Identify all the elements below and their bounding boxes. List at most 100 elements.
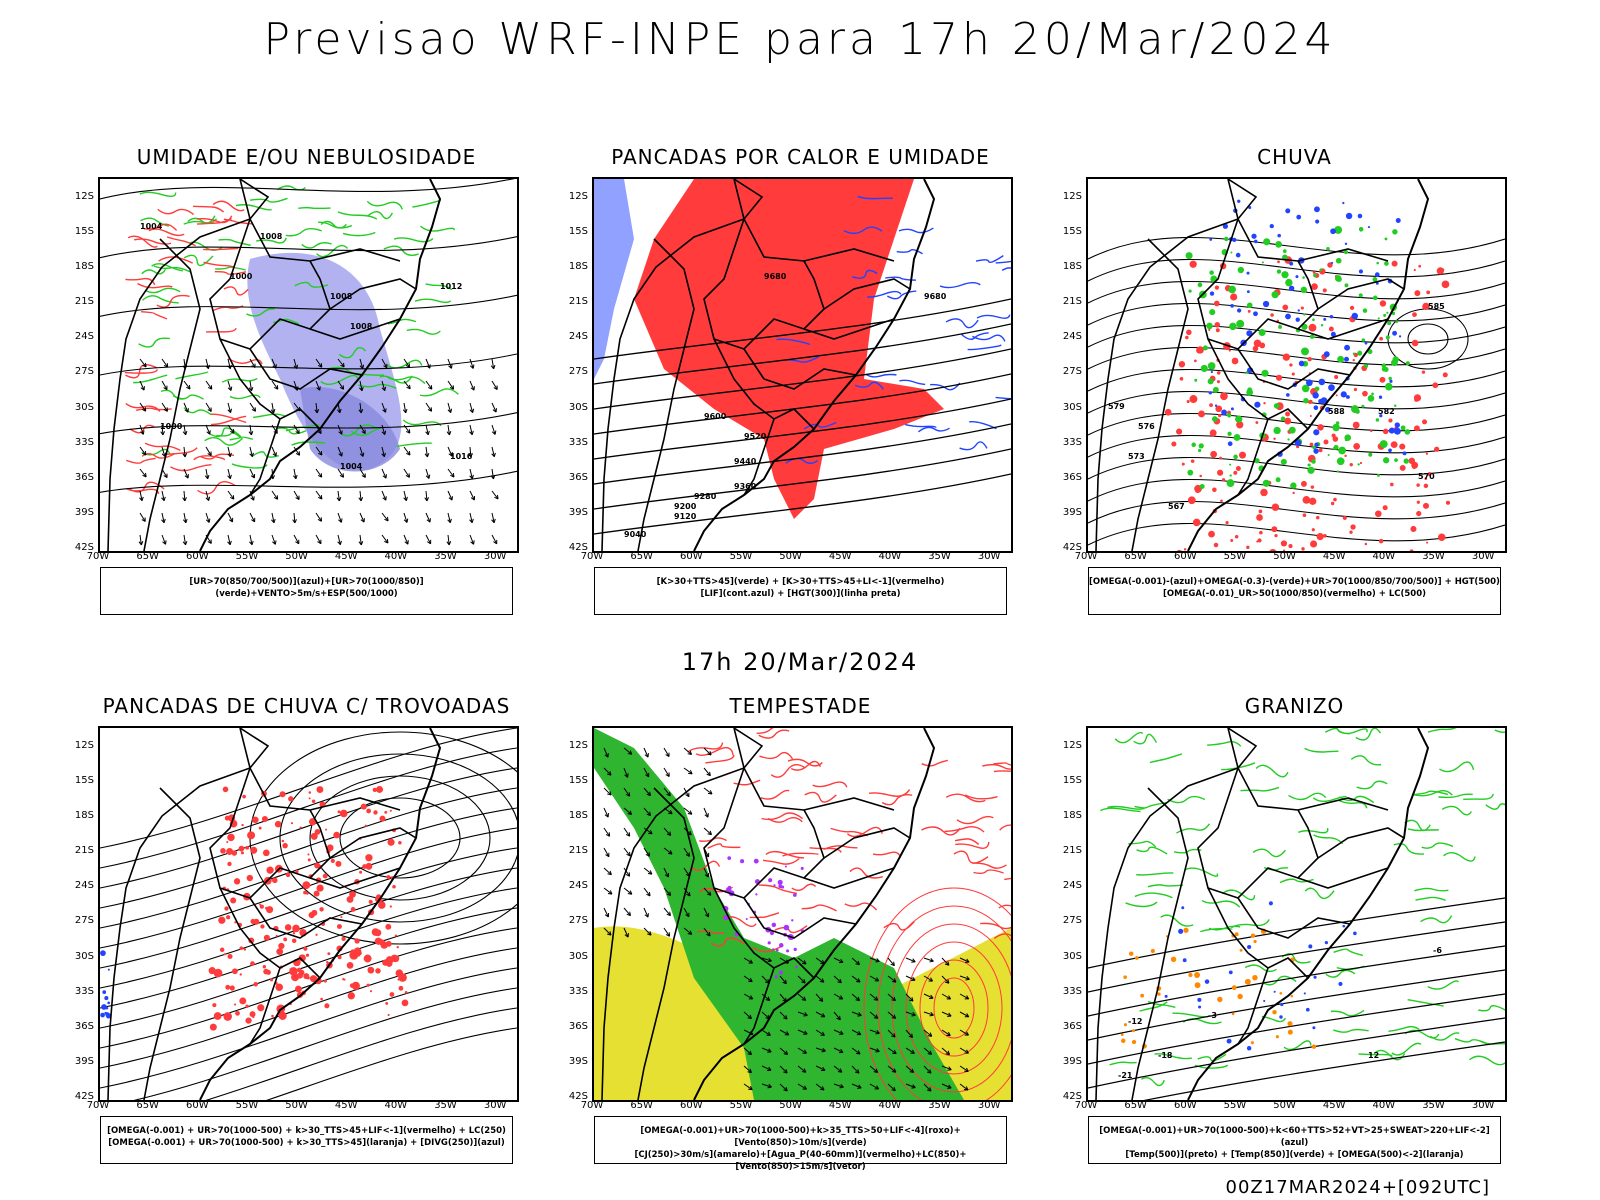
lon-tick-label: 55W (1223, 551, 1247, 562)
legend-line: [OMEGA(-0.001) + UR>70(1000-500) + k>30_… (107, 1126, 506, 1136)
lat-tick-label: 24S (1062, 880, 1082, 892)
lat-tick-label: 18S (568, 261, 588, 273)
lon-tick-label: 30W (977, 1100, 1001, 1111)
contour-label: 1008 (330, 292, 353, 301)
lat-tick-label: 18S (74, 261, 94, 273)
lat-tick-label: 24S (1062, 331, 1082, 343)
lat-tick-label: 27S (1062, 366, 1082, 378)
legend-line: [CJ(250)>30m/s](amarelo)+[Agua_P(40-60mm… (634, 1150, 967, 1172)
lat-tick-label: 24S (568, 331, 588, 343)
lat-tick-label: 36S (1062, 471, 1082, 483)
page-title: Previsao WRF-INPE para 17h 20/Mar/2024 (263, 14, 1337, 65)
lon-tick-label: 60W (679, 1100, 703, 1111)
contour-label: 1000 (230, 272, 253, 281)
lon-tick-label: 55W (235, 1100, 259, 1111)
lon-tick-label: 30W (1471, 1100, 1495, 1111)
lon-tick-label: 50W (779, 551, 802, 562)
lat-tick-label: 33S (74, 985, 94, 997)
panel-legend: [K>30+TTS>45](verde) + [K>30+TTS>45+LI<-… (594, 567, 1007, 615)
lat-tick-label: 21S (568, 845, 588, 857)
lat-tick-label: 18S (1062, 261, 1082, 273)
lon-tick-label: 35W (434, 1100, 457, 1111)
map-canvas (100, 728, 517, 1100)
lon-tick-label: 40W (384, 1100, 408, 1111)
lat-tick-label: 12S (568, 740, 588, 751)
lon-tick-label: 55W (1223, 1100, 1247, 1111)
lat-tick-label: 39S (568, 506, 588, 518)
panel-title: UMIDADE E/OU NEBULOSIDADE (136, 145, 477, 169)
panel-title: GRANIZO (1244, 694, 1345, 718)
lat-tick-label: 36S (74, 471, 94, 483)
lon-tick-label: 35W (928, 1100, 951, 1111)
lat-tick-label: 18S (74, 810, 94, 822)
lon-tick-label: 65W (1124, 1100, 1147, 1111)
lon-tick-label: 65W (630, 551, 653, 562)
forecast-map: 9680 9600 9520 9440 9360 9280 9200 9120 9040 9680 (592, 177, 1013, 553)
lon-tick-label: 50W (1273, 551, 1296, 562)
lon-tick-label: 40W (1372, 551, 1396, 562)
contour-label: 576 (1138, 422, 1155, 431)
lat-tick-label: 39S (1062, 506, 1082, 518)
lat-tick-label: 15S (74, 226, 94, 238)
lat-tick-label: 30S (568, 401, 588, 413)
lon-tick-label: 65W (136, 551, 159, 562)
lat-tick-label: 33S (1062, 985, 1082, 997)
panel-legend: [OMEGA(-0.001)-(azul)+OMEGA(-0.3)-(verde… (1088, 567, 1501, 615)
contour-label: 9040 (624, 530, 647, 539)
lat-tick-label: 18S (1062, 810, 1082, 822)
contour-label: 9680 (764, 272, 787, 281)
lat-tick-label: 36S (1062, 1020, 1082, 1032)
lat-tick-label: 12S (74, 740, 94, 751)
legend-line: [OMEGA(-0.001)+UR>70(1000-500)+k>35_TTS>… (640, 1126, 961, 1148)
lat-tick-label: 30S (1062, 401, 1082, 413)
lon-tick-label: 50W (1273, 1100, 1296, 1111)
panel-title: PANCADAS POR CALOR E UMIDADE (611, 145, 990, 169)
contour-label: 9520 (744, 432, 767, 441)
lat-tick-label: 36S (568, 1020, 588, 1032)
map-canvas: 585 579 576 573 570 567 582 588 (1088, 179, 1505, 551)
legend-line: [LIF](cont.azul) + [HGT(300)](linha pret… (700, 589, 901, 599)
lat-tick-label: 24S (74, 331, 94, 343)
lon-tick-label: 45W (1322, 551, 1346, 562)
contour-label: 9120 (674, 512, 697, 521)
panel-title: CHUVA (1257, 145, 1332, 169)
lon-tick-label: 35W (1422, 551, 1445, 562)
forecast-map: 1004 1008 1008 1008 1000 1012 1016 1004 1000 (98, 177, 519, 553)
lat-tick-label: 21S (74, 296, 94, 308)
forecast-map: -6 -12 -18 -21 12 -3 (1086, 726, 1507, 1102)
lat-tick-label: 15S (1062, 226, 1082, 238)
lat-tick-label: 21S (568, 296, 588, 308)
map-canvas: 1004 1008 1008 1008 1000 1012 1016 1004 1000 (100, 179, 517, 551)
contour-label: 1012 (440, 282, 462, 291)
contour-label: 9360 (734, 482, 757, 491)
lon-tick-label: 55W (729, 1100, 753, 1111)
map-canvas (594, 728, 1011, 1100)
lat-tick-label: 15S (568, 775, 588, 787)
lat-tick-label: 39S (74, 506, 94, 518)
contour-label: 1008 (350, 322, 373, 331)
lat-tick-label: 42S (1062, 541, 1082, 553)
lon-tick-label: 35W (928, 551, 951, 562)
lon-tick-label: 35W (1422, 1100, 1445, 1111)
lon-tick-label: 35W (434, 551, 457, 562)
contour-label: 588 (1328, 407, 1345, 416)
lon-tick-label: 55W (729, 551, 753, 562)
lon-tick-label: 60W (679, 551, 703, 562)
lon-tick-label: 45W (334, 1100, 358, 1111)
lat-tick-label: 21S (1062, 845, 1082, 857)
legend-line: [OMEGA(-0.01)_UR>50(1000/850)(vermelho) … (1162, 589, 1427, 599)
lon-tick-label: 50W (779, 1100, 802, 1111)
lat-tick-label: 27S (74, 366, 94, 378)
lat-tick-label: 12S (1062, 191, 1082, 202)
panel-legend: [OMEGA(-0.001) + UR>70(1000-500) + k>30_… (100, 1116, 513, 1164)
lat-tick-label: 42S (568, 541, 588, 553)
legend-line: [K>30+TTS>45](verde) + [K>30+TTS>45+LI<-… (656, 577, 945, 587)
lat-tick-label: 15S (1062, 775, 1082, 787)
lat-tick-label: 24S (568, 880, 588, 892)
lon-tick-label: 45W (334, 551, 358, 562)
panel-legend: [OMEGA(-0.001)+UR>70(1000-500)+k<60+TTS>… (1088, 1116, 1501, 1164)
contour-label: 9200 (674, 502, 697, 511)
lat-tick-label: 27S (74, 915, 94, 927)
lat-tick-label: 36S (568, 471, 588, 483)
